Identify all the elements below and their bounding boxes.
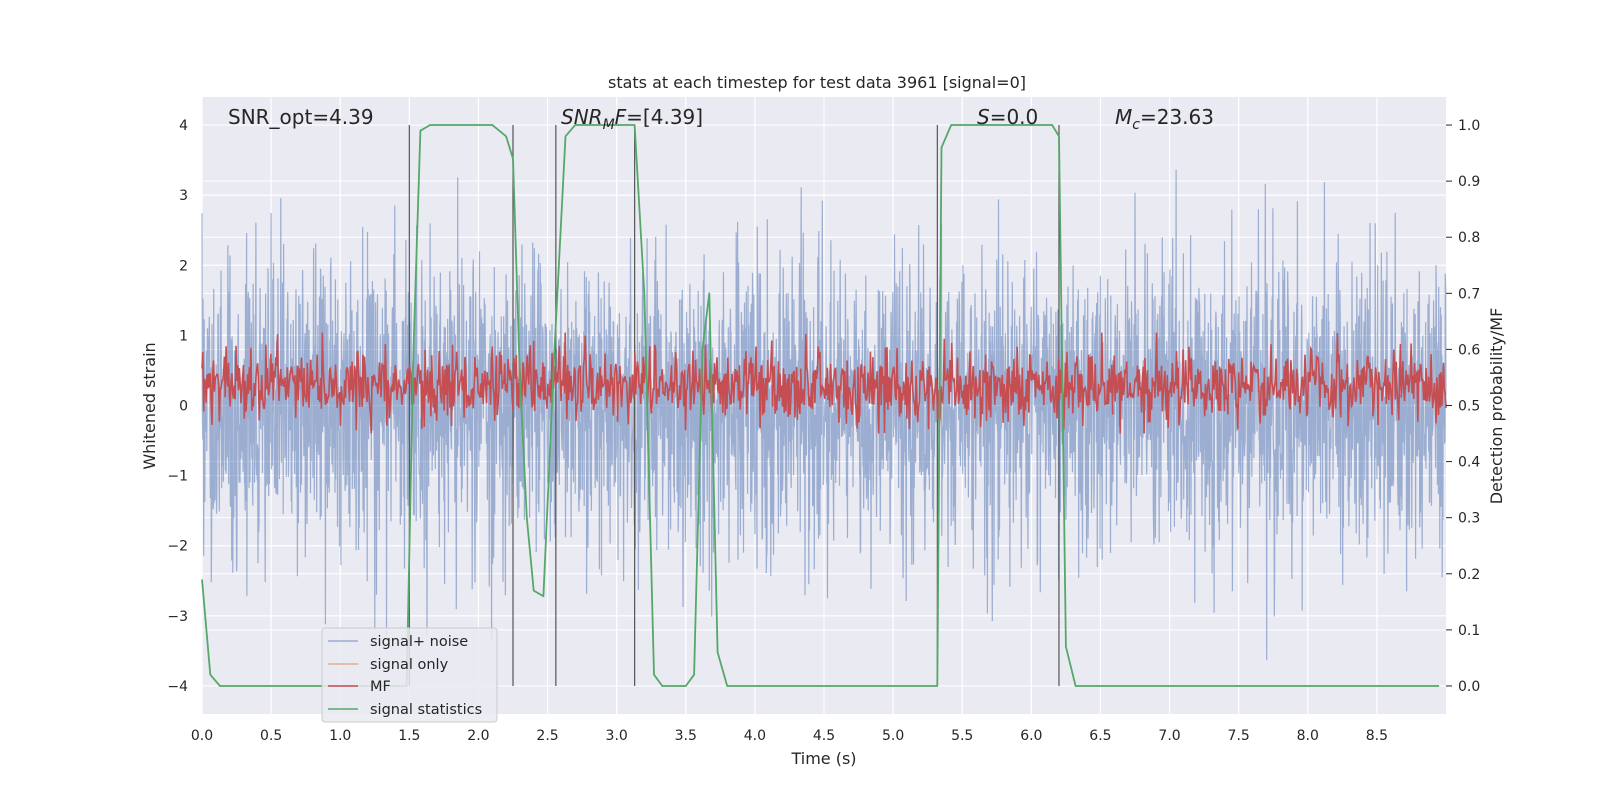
- y-tick-label-6: −2: [167, 539, 188, 555]
- y-tick-label-1: 3: [179, 188, 188, 204]
- y2-tick-label-1: 0.9: [1458, 174, 1480, 190]
- y2-tick-label-3: 0.7: [1458, 286, 1480, 302]
- x-tick-label-7: 3.5: [675, 728, 697, 744]
- x-tick-label-11: 5.5: [951, 728, 973, 744]
- y2-axis-label: Detection probability/MF: [1487, 308, 1506, 505]
- y2-tick-label-5: 0.5: [1458, 399, 1480, 415]
- snr-mf-symbol-f: F: [615, 105, 627, 129]
- snr-mf-value: =[4.39]: [626, 105, 703, 129]
- legend-label-signal-only: signal only: [370, 657, 449, 673]
- y2-tick-label-0: 1.0: [1458, 118, 1480, 134]
- chart-title: stats at each timestep for test data 396…: [608, 73, 1026, 92]
- y-tick-label-3: 1: [179, 328, 188, 344]
- legend-label-signal-noise: signal+ noise: [370, 634, 468, 650]
- s-value: =0.0: [990, 105, 1039, 129]
- x-tick-label-6: 3.0: [606, 728, 628, 744]
- y2-tick-label-10: 0.0: [1458, 679, 1480, 695]
- y2-tick-label-8: 0.2: [1458, 567, 1480, 583]
- x-tick-label-0: 0.0: [191, 728, 213, 744]
- x-tick-label-12: 6.0: [1020, 728, 1042, 744]
- s-symbol: S: [977, 105, 990, 129]
- x-tick-label-17: 8.5: [1366, 728, 1388, 744]
- x-tick-label-4: 2.0: [467, 728, 489, 744]
- signal-statistics-series: [201, 124, 1440, 687]
- snr-opt-annotation: SNR_opt=4.39: [228, 105, 374, 129]
- x-tick-label-5: 2.5: [536, 728, 558, 744]
- x-tick-label-8: 4.0: [744, 728, 766, 744]
- mf-line: [201, 332, 1447, 434]
- y2-tick-label-9: 0.1: [1458, 623, 1480, 639]
- mc-symbol: M: [1115, 105, 1132, 129]
- mc-annotation: Mc=23.63: [1115, 105, 1214, 133]
- y2-tick-label-2: 0.8: [1458, 230, 1480, 246]
- x-tick-label-3: 1.5: [398, 728, 420, 744]
- mf-series: [201, 332, 1447, 434]
- y-tick-label-0: 4: [179, 118, 188, 134]
- x-tick-label-15: 7.5: [1228, 728, 1250, 744]
- x-tick-label-2: 1.0: [329, 728, 351, 744]
- snr-mf-annotation: SNRMF=[4.39]: [561, 105, 703, 133]
- mc-value: =23.63: [1140, 105, 1214, 129]
- snr-mf-subscript: M: [603, 117, 615, 133]
- y2-axis-ticks: 1.0 0.9 0.8 0.7 0.6 0.5 0.4 0.3 0.2 0.1 0.0: [1446, 118, 1480, 695]
- x-tick-label-14: 7.0: [1158, 728, 1180, 744]
- y-tick-label-4: 0: [179, 399, 188, 415]
- x-axis-ticks: 0.0 0.5 1.0 1.5 2.0 2.5 3.0 3.5 4.0 4.5 5.0 5.5 6.0 6…: [191, 728, 1388, 744]
- y-axis-ticks: 4 3 2 1 0 −1 −2 −3 −4: [167, 118, 188, 695]
- x-tick-label-1: 0.5: [260, 728, 282, 744]
- y2-tick-label-7: 0.3: [1458, 511, 1480, 527]
- legend-label-signal-statistics: signal statistics: [370, 702, 482, 718]
- y2-tick-label-4: 0.6: [1458, 342, 1480, 358]
- legend-box: [321, 627, 498, 723]
- x-tick-label-13: 6.5: [1089, 728, 1111, 744]
- y-tick-label-7: −3: [167, 609, 188, 625]
- x-tick-label-9: 4.5: [813, 728, 835, 744]
- y-tick-label-5: −1: [167, 469, 188, 485]
- snr-mf-symbol: SNR: [561, 105, 603, 129]
- x-axis-label: Time (s): [790, 749, 856, 768]
- x-tick-label-16: 8.0: [1297, 728, 1319, 744]
- gridlines: [201, 97, 1446, 714]
- s-annotation: S=0.0: [977, 105, 1038, 129]
- legend-label-mf: MF: [370, 679, 391, 695]
- x-tick-label-10: 5.0: [882, 728, 904, 744]
- legend: signal+ noise signal only MF signal stat…: [321, 627, 498, 723]
- y-tick-label-2: 2: [179, 258, 188, 274]
- signal-statistics-line: [201, 124, 1440, 687]
- y2-tick-label-6: 0.4: [1458, 455, 1480, 471]
- y-tick-label-8: −4: [167, 679, 188, 695]
- y-axis-label: Whitened strain: [140, 342, 159, 469]
- mc-subscript: c: [1132, 117, 1140, 133]
